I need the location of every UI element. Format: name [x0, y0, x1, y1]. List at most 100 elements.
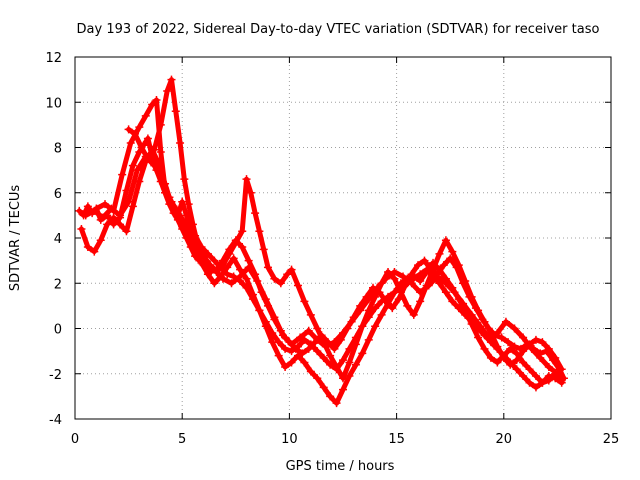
data-point — [158, 179, 167, 188]
data-point — [409, 310, 418, 319]
data-point — [83, 202, 92, 211]
data-point — [461, 276, 470, 285]
data-point — [441, 279, 450, 288]
data-point — [300, 358, 309, 367]
data-point — [480, 344, 489, 353]
data-point — [403, 301, 412, 310]
data-point — [268, 329, 277, 338]
data-point — [531, 372, 540, 381]
data-point — [474, 333, 483, 342]
x-tick-label: 20 — [496, 432, 513, 447]
data-point — [407, 279, 416, 288]
data-point — [135, 123, 144, 132]
data-point — [319, 383, 328, 392]
chart-title: Day 193 of 2022, Sidereal Day-to-day VTE… — [77, 22, 600, 37]
data-point — [83, 243, 92, 252]
data-point — [377, 310, 386, 319]
series-track-4 — [124, 75, 566, 383]
data-point — [416, 297, 425, 306]
data-point — [364, 335, 373, 344]
data-point — [122, 227, 131, 236]
data-point — [525, 378, 534, 387]
data-point — [429, 265, 438, 274]
data-point — [244, 263, 253, 272]
data-point — [519, 358, 528, 367]
data-point — [180, 175, 189, 184]
data-point — [238, 227, 247, 236]
data-point — [96, 236, 105, 245]
data-point — [339, 385, 347, 394]
data-point — [306, 340, 315, 349]
data-point — [293, 351, 302, 360]
data-point — [150, 161, 159, 170]
data-point — [124, 197, 133, 206]
data-point — [263, 263, 272, 272]
data-point — [420, 256, 429, 265]
data-point — [313, 347, 322, 356]
y-tick-label: 2 — [54, 277, 62, 292]
data-point — [148, 100, 157, 109]
data-point — [433, 272, 442, 281]
y-tick-label: 0 — [54, 323, 62, 338]
data-point — [229, 254, 238, 263]
data-point — [339, 374, 347, 383]
series-track-5 — [81, 152, 568, 383]
data-point — [480, 317, 489, 326]
data-point — [557, 365, 566, 374]
data-point — [81, 211, 90, 220]
data-point — [544, 362, 553, 371]
data-point — [538, 338, 547, 347]
data-point — [527, 344, 536, 353]
data-point — [306, 310, 315, 319]
data-point — [506, 344, 515, 353]
data-point — [448, 297, 457, 306]
data-point — [474, 306, 483, 315]
series-track-2 — [77, 145, 566, 408]
data-point — [493, 358, 502, 367]
data-point — [484, 333, 493, 342]
data-point — [390, 274, 399, 283]
data-point — [236, 272, 245, 281]
data-point — [124, 125, 133, 134]
data-point — [276, 279, 285, 288]
data-point — [176, 211, 185, 220]
data-point — [459, 299, 468, 308]
data-point — [176, 138, 185, 147]
data-point — [416, 270, 425, 279]
data-point — [171, 107, 180, 116]
data-point — [126, 138, 135, 147]
y-tick-label: 10 — [45, 96, 62, 111]
data-point — [152, 95, 161, 104]
data-point — [339, 329, 347, 338]
data-point — [201, 256, 210, 265]
data-point — [519, 347, 528, 356]
data-point — [330, 338, 339, 347]
data-point — [203, 270, 212, 279]
x-tick-label: 0 — [71, 432, 79, 447]
data-point — [493, 342, 502, 351]
data-point — [497, 333, 506, 342]
data-point — [450, 288, 459, 297]
data-point — [77, 224, 86, 233]
x-tick-label: 15 — [388, 432, 405, 447]
data-point — [210, 256, 219, 265]
data-point — [441, 236, 450, 245]
data-point — [531, 335, 540, 344]
data-point — [557, 378, 566, 387]
data-point — [358, 349, 367, 358]
data-point — [467, 292, 476, 301]
data-point — [281, 362, 290, 371]
data-point — [128, 202, 137, 211]
data-point — [231, 238, 240, 247]
data-point — [274, 338, 283, 347]
data-point — [283, 270, 292, 279]
data-point — [551, 374, 560, 383]
data-point — [156, 120, 165, 129]
y-tick-label: -2 — [49, 368, 62, 383]
tick-layer: 0 5 10 15 20 25 -4 -2 0 2 4 6 8 10 12 — [45, 51, 619, 447]
data-point — [116, 220, 125, 229]
data-point — [287, 347, 296, 356]
data-point — [246, 188, 255, 197]
y-tick-label: 6 — [54, 187, 62, 202]
